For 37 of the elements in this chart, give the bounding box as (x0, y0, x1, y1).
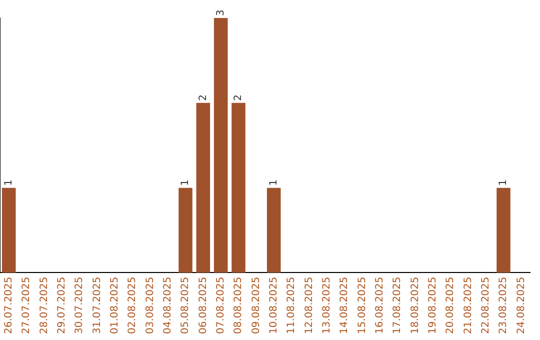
data-label: 1 (3, 179, 14, 186)
x-tick-label: 13.08.2025 (321, 276, 332, 334)
x-tick-label: 09.08.2025 (250, 276, 262, 334)
x-tick-label: 03.08.2025 (144, 276, 156, 334)
x-tick-label: 08.08.2025 (233, 276, 244, 334)
x-tick-label: 23.08.2025 (498, 276, 510, 334)
x-tick-label: 19.08.2025 (427, 276, 438, 334)
x-tick-label: 07.08.2025 (215, 276, 226, 334)
data-label: 2 (198, 94, 209, 101)
x-tick-label: 22.08.2025 (480, 276, 492, 334)
x-tick-label: 31.07.2025 (92, 276, 103, 334)
data-label: 1 (268, 179, 280, 186)
x-tick-label: 24.08.2025 (516, 276, 527, 334)
x-tick-label: 29.07.2025 (56, 276, 68, 334)
x-tick-label: 16.08.2025 (374, 276, 386, 334)
x-tick-label: 27.07.2025 (21, 276, 32, 334)
x-tick-label: 11.08.2025 (286, 276, 298, 334)
x-tick-label: 18.08.2025 (410, 276, 421, 334)
x-tick-label: 17.08.2025 (392, 276, 404, 334)
x-tick-label: 02.08.2025 (127, 276, 138, 334)
data-label: 2 (233, 94, 244, 101)
data-label: 1 (498, 179, 510, 186)
x-tick-label: 12.08.2025 (304, 276, 315, 334)
x-tick-label: 15.08.2025 (356, 276, 368, 334)
x-tick-label: 10.08.2025 (268, 276, 280, 334)
x-tick-label: 14.08.2025 (339, 276, 350, 334)
x-tick-label: 05.08.2025 (180, 276, 192, 334)
x-tick-label: 04.08.2025 (162, 276, 174, 334)
x-tick-label: 28.07.2025 (38, 276, 50, 334)
x-tick-label: 06.08.2025 (198, 276, 209, 334)
x-tick-label: 21.08.2025 (462, 276, 474, 334)
data-label: 3 (215, 10, 226, 16)
x-tick-label: 26.07.2025 (3, 276, 14, 334)
data-label: 1 (180, 179, 192, 186)
x-tick-label: 30.07.2025 (74, 276, 86, 334)
x-tick-label: 01.08.2025 (109, 276, 120, 334)
x-tick-label: 20.08.2025 (445, 276, 456, 334)
